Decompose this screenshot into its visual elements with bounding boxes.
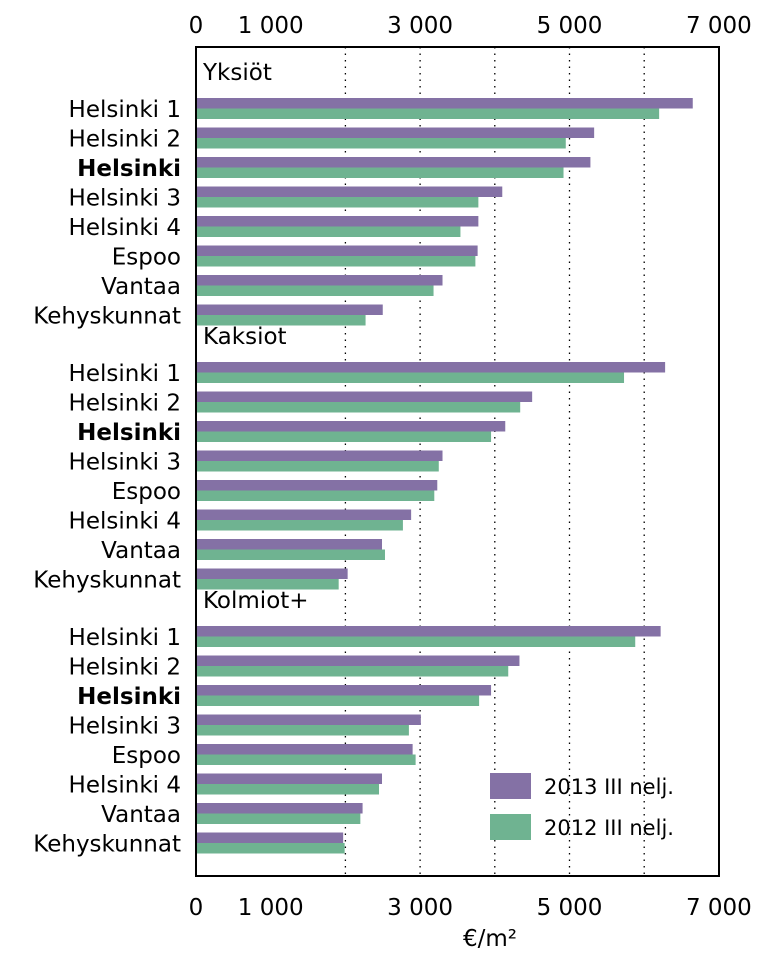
category-label: Vantaa	[101, 274, 181, 300]
x-tick-label-top: 3 000	[387, 13, 453, 39]
bar	[196, 362, 666, 373]
x-tick-label-bottom: 0	[189, 895, 204, 921]
x-tick-label-top: 5 000	[537, 13, 603, 39]
bars	[196, 98, 693, 854]
legend-swatch	[490, 814, 531, 840]
category-label: Espoo	[112, 479, 181, 505]
category-label: Vantaa	[101, 802, 181, 828]
bar	[196, 285, 434, 296]
category-label: Helsinki 4	[69, 773, 181, 799]
bar	[196, 685, 492, 696]
category-label: Helsinki 1	[69, 625, 181, 651]
x-tick-label-top: 7 000	[686, 13, 752, 39]
bar	[196, 197, 479, 208]
category-labels: Yksiöt Helsinki 1 Helsinki 2 Helsinki Helsin…	[33, 60, 308, 858]
bar	[196, 304, 383, 315]
category-label: Helsinki 1	[69, 361, 181, 387]
bar	[196, 666, 509, 677]
bar	[196, 256, 476, 267]
category-label: Helsinki	[77, 156, 181, 182]
bar	[196, 216, 479, 227]
x-tick-label-top: 0	[189, 13, 204, 39]
category-label: Helsinki 3	[69, 450, 181, 476]
x-axis-unit: €/m²	[463, 926, 517, 952]
bar	[196, 803, 363, 814]
category-label: Kehyskunnat	[33, 304, 181, 330]
bar	[196, 421, 506, 432]
plot-frame	[195, 46, 720, 877]
x-tick-label-bottom: 3 000	[387, 895, 453, 921]
bar	[196, 226, 461, 237]
legend-label: 2013 III nelj.	[544, 775, 674, 799]
category-label: Helsinki	[77, 420, 181, 446]
category-label: Espoo	[112, 743, 181, 769]
x-axis-ticks-top: 0 1 000 3 000 5 000 7 000	[189, 13, 752, 39]
bar	[196, 784, 380, 795]
bar	[196, 138, 566, 149]
x-tick-label-bottom: 7 000	[686, 895, 752, 921]
bar	[196, 167, 564, 178]
bar	[196, 431, 492, 442]
bar	[196, 315, 366, 326]
x-tick-label-top: 1 000	[238, 13, 304, 39]
bar	[196, 98, 693, 109]
bar	[196, 626, 661, 637]
bar	[196, 245, 478, 256]
category-label: Kehyskunnat	[33, 832, 181, 858]
bar	[196, 549, 385, 560]
group-label: Kolmiot+	[203, 588, 309, 614]
bar	[196, 372, 625, 383]
bar	[196, 391, 533, 402]
bar	[196, 832, 344, 843]
bar	[196, 539, 383, 550]
x-axis-ticks-bottom: 0 1 000 3 000 5 000 7 000	[189, 895, 752, 921]
group-label: Kaksiot	[203, 324, 287, 350]
legend-label: 2012 III nelj.	[544, 816, 674, 840]
bar	[196, 754, 416, 765]
category-label: Helsinki 3	[69, 186, 181, 212]
bar	[196, 480, 438, 491]
category-label: Vantaa	[101, 538, 181, 564]
bar	[196, 813, 361, 824]
bar	[196, 744, 413, 755]
category-label: Helsinki 2	[69, 655, 181, 681]
bar	[196, 509, 412, 520]
bar	[196, 157, 591, 168]
x-tick-label-bottom: 5 000	[537, 895, 603, 921]
bar	[196, 579, 339, 590]
category-label: Kehyskunnat	[33, 568, 181, 594]
bar	[196, 714, 421, 725]
x-tick-label-bottom: 1 000	[238, 895, 304, 921]
bar	[196, 520, 403, 531]
category-label: Helsinki 2	[69, 391, 181, 417]
category-label: Helsinki 1	[69, 97, 181, 123]
bar	[196, 450, 443, 461]
bar	[196, 402, 521, 413]
bar	[196, 843, 345, 854]
category-label: Espoo	[112, 245, 181, 271]
bar	[196, 127, 595, 138]
group-label: Yksiöt	[202, 60, 272, 86]
bar	[196, 275, 443, 286]
legend-swatch	[490, 773, 531, 799]
category-label: Helsinki 2	[69, 127, 181, 153]
bar	[196, 568, 348, 579]
bar	[196, 461, 439, 472]
bar	[196, 773, 383, 784]
bar	[196, 725, 409, 736]
bar	[196, 636, 636, 647]
bar	[196, 655, 520, 666]
category-label: Helsinki 3	[69, 714, 181, 740]
bar	[196, 186, 503, 197]
legend: 2013 III nelj. 2012 III nelj.	[490, 773, 674, 840]
bar	[196, 695, 480, 706]
bar	[196, 108, 660, 119]
bar	[196, 490, 435, 501]
category-label: Helsinki	[77, 684, 181, 710]
category-label: Helsinki 4	[69, 509, 181, 535]
category-label: Helsinki 4	[69, 215, 181, 241]
